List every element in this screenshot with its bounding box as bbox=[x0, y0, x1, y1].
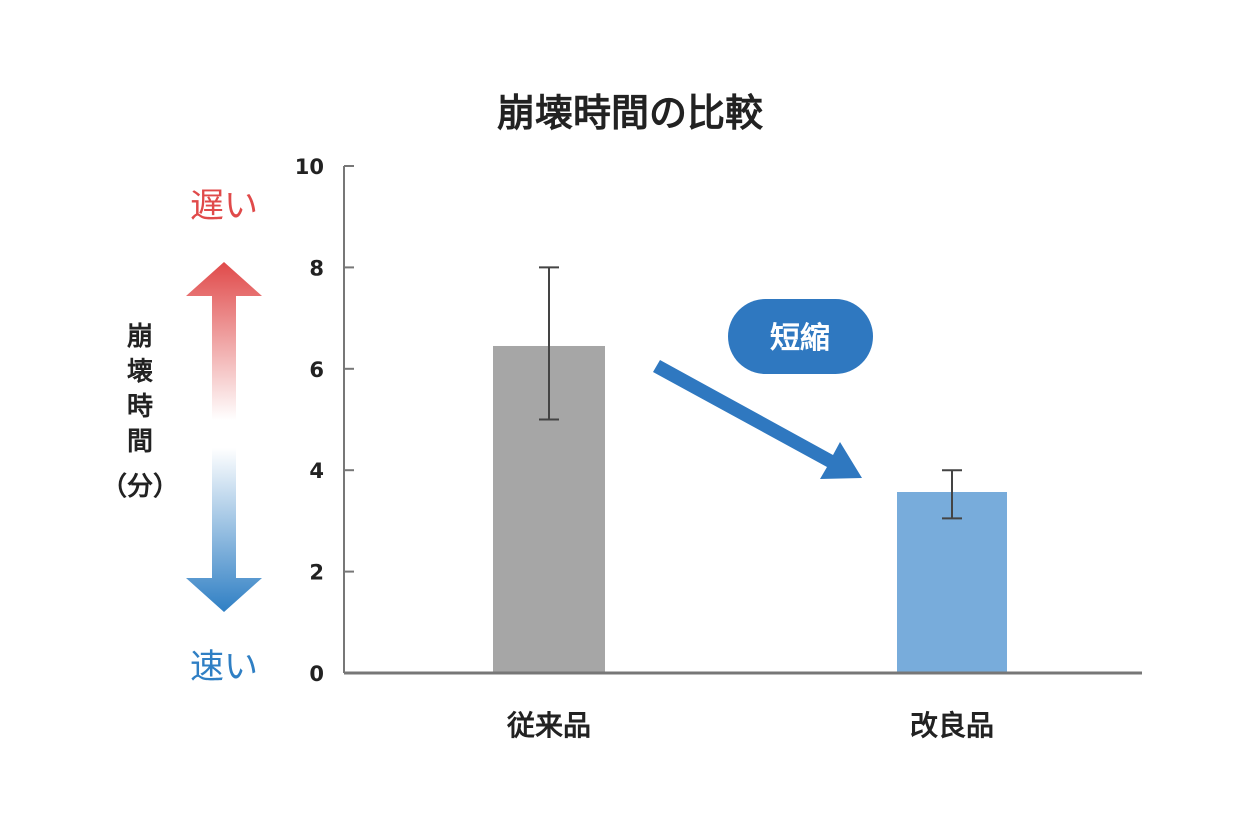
y-tick-label: 8 bbox=[309, 256, 324, 280]
bar-1 bbox=[897, 492, 1007, 673]
ylabel-char-2: 時 bbox=[127, 392, 153, 422]
bars bbox=[493, 266, 1007, 673]
ylabel-char-1: 壊 bbox=[127, 357, 153, 387]
category-labels: 従来品 改良品 bbox=[506, 709, 994, 742]
y-tick-label: 2 bbox=[309, 561, 324, 585]
y-tick-label: 0 bbox=[309, 662, 324, 686]
slow-arrow-icon bbox=[186, 262, 262, 420]
slow-label: 遅い bbox=[190, 186, 258, 226]
shorten-badge-label: 短縮 bbox=[770, 321, 830, 356]
ylabel-char-0: 崩 bbox=[127, 322, 153, 352]
fast-arrow-icon bbox=[186, 448, 262, 612]
category-label-1: 改良品 bbox=[910, 709, 994, 742]
category-label-0: 従来品 bbox=[506, 709, 591, 742]
y-ticks: 0 2 4 6 8 10 bbox=[295, 155, 354, 686]
y-tick-label: 4 bbox=[309, 459, 324, 483]
chart-title: 崩壊時間の比較 bbox=[497, 91, 764, 135]
ylabel-char-3: 間 bbox=[127, 427, 153, 457]
fast-label: 速い bbox=[190, 647, 258, 687]
ylabel-unit: （分） bbox=[101, 472, 179, 502]
down-right-arrow-icon bbox=[653, 360, 862, 479]
y-tick-label: 10 bbox=[295, 155, 324, 179]
y-tick-label: 6 bbox=[309, 358, 324, 382]
y-axis-label: 崩 壊 時 間 （分） bbox=[101, 322, 179, 502]
shorten-badge bbox=[728, 299, 873, 374]
